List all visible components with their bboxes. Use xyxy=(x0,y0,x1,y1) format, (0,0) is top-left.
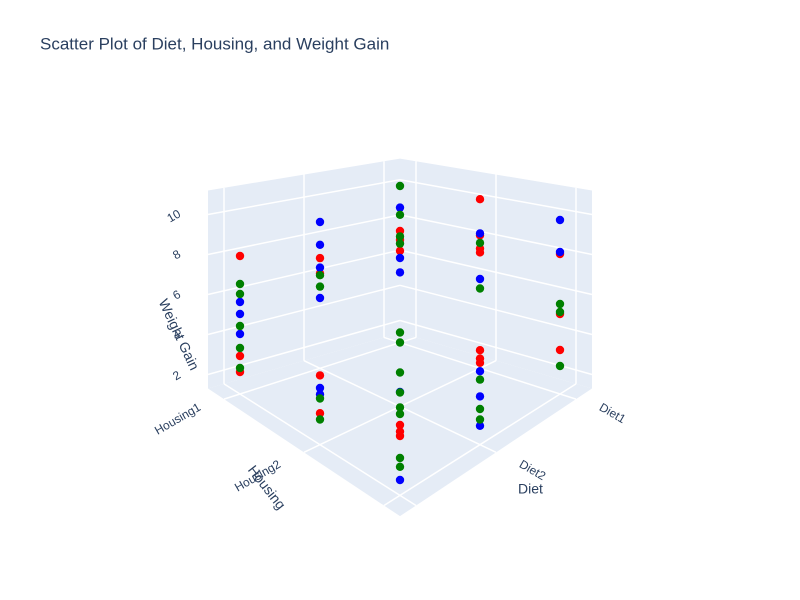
point xyxy=(475,358,485,367)
point xyxy=(315,240,325,249)
z-tick-label: 2 xyxy=(170,368,183,384)
point xyxy=(235,351,245,361)
point xyxy=(555,361,565,371)
x-tick-label: Diet2 xyxy=(517,457,549,483)
point xyxy=(475,415,485,424)
point xyxy=(235,309,245,319)
point xyxy=(235,251,245,261)
point xyxy=(475,284,485,293)
point xyxy=(475,367,485,376)
point xyxy=(395,388,405,397)
point xyxy=(475,346,485,355)
point xyxy=(475,375,485,384)
point xyxy=(395,210,405,219)
z-axis-title: Weight Gain xyxy=(156,296,203,372)
point xyxy=(555,307,565,317)
point xyxy=(235,329,245,339)
y-tick-label: Housing1 xyxy=(152,400,203,438)
point xyxy=(315,217,325,227)
point xyxy=(395,181,405,191)
point xyxy=(315,271,325,280)
point xyxy=(315,253,325,263)
point xyxy=(395,403,405,412)
point xyxy=(475,229,485,238)
point xyxy=(395,246,405,255)
point xyxy=(475,392,485,401)
point xyxy=(475,248,485,257)
point xyxy=(395,453,405,463)
x-tick-label: Diet1 xyxy=(597,400,629,426)
point xyxy=(475,274,485,284)
point xyxy=(555,247,565,257)
point xyxy=(235,363,245,373)
point xyxy=(395,232,405,241)
point xyxy=(395,203,405,212)
point xyxy=(235,297,245,307)
point xyxy=(315,394,325,403)
point xyxy=(235,289,245,299)
point xyxy=(555,299,565,309)
point xyxy=(475,238,485,248)
point xyxy=(395,239,405,248)
point xyxy=(395,409,405,419)
point xyxy=(555,215,565,225)
grid-line xyxy=(223,336,417,400)
point xyxy=(315,293,325,303)
grid-line xyxy=(383,383,577,507)
point xyxy=(235,321,245,331)
point xyxy=(395,368,405,377)
z-tick-label: 8 xyxy=(170,247,183,263)
point xyxy=(235,343,245,353)
chart-title: Scatter Plot of Diet, Housing, and Weigh… xyxy=(40,34,389,53)
point xyxy=(315,415,325,424)
point xyxy=(475,195,485,204)
point xyxy=(315,409,325,418)
point xyxy=(555,345,565,355)
z-tick-label: 10 xyxy=(165,206,184,225)
point xyxy=(315,263,325,272)
point xyxy=(395,462,405,471)
point xyxy=(395,268,405,277)
point xyxy=(395,338,405,347)
point xyxy=(475,404,485,414)
point xyxy=(395,328,405,337)
point xyxy=(315,371,325,380)
point xyxy=(395,475,405,485)
point xyxy=(395,253,405,263)
x-axis-title: Diet xyxy=(518,481,543,497)
point xyxy=(235,279,245,289)
point xyxy=(475,421,485,430)
point xyxy=(315,282,325,291)
point xyxy=(395,431,405,441)
point xyxy=(315,383,325,393)
point xyxy=(395,420,405,430)
